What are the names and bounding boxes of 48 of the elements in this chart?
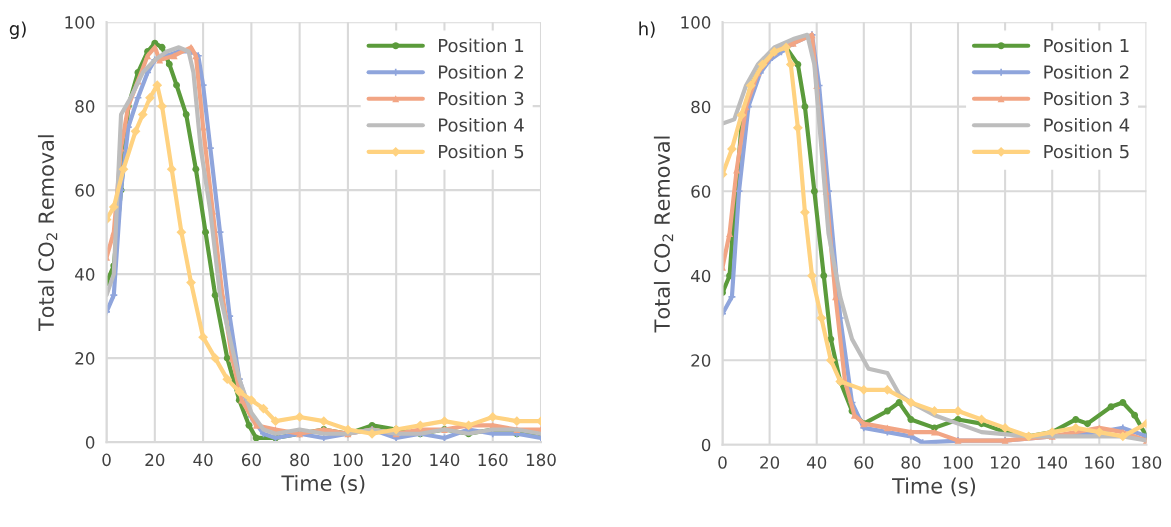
- x-tick-label: 180: [1132, 456, 1162, 469]
- y-tick-label: 0: [85, 436, 95, 449]
- y-tick-label: 20: [691, 354, 711, 367]
- x-tick-label: 60: [854, 456, 874, 469]
- x-axis-title: Time (s): [892, 477, 976, 497]
- legend-label: Position 5: [439, 144, 524, 159]
- x-tick-label: 160: [478, 453, 508, 467]
- x-tick-label: 40: [806, 456, 827, 469]
- x-axis-title: Time (s): [281, 474, 365, 494]
- x-tick-label: 120: [991, 456, 1020, 469]
- x-tick-label: 80: [290, 453, 310, 467]
- x-tick-label: 20: [145, 453, 165, 467]
- x-tick-label: 0: [718, 456, 727, 469]
- chart-title: h): [639, 21, 655, 38]
- y-tick-label: 40: [691, 269, 711, 283]
- x-tick-label: 180: [526, 453, 556, 467]
- y-axis-title: Total CO$_{2}$ Removal: [37, 135, 58, 332]
- x-tick-label: 40: [193, 453, 213, 467]
- legend-label: Position 3: [439, 91, 524, 106]
- x-tick-label: 160: [1085, 456, 1115, 469]
- x-tick-label: 60: [241, 453, 261, 467]
- legend-label: Position 4: [1044, 117, 1130, 132]
- x-tick-label: 80: [901, 456, 921, 469]
- y-axis-title: Total CO$_{2}$ Removal: [653, 136, 674, 333]
- legend-label: Position 5: [1044, 144, 1129, 159]
- y-tick-label: 100: [65, 16, 95, 29]
- y-tick-label: 20: [75, 352, 95, 365]
- legend-label: Position 1: [439, 38, 524, 53]
- legend-label: Position 2: [439, 64, 523, 79]
- x-tick-label: 100: [943, 456, 973, 469]
- y-tick-label: 80: [691, 100, 711, 114]
- y-tick-label: 60: [75, 184, 95, 197]
- legend-label: Position 4: [439, 117, 524, 132]
- legend-label: Position 1: [1044, 38, 1129, 53]
- x-tick-label: 20: [760, 456, 780, 469]
- y-tick-label: 40: [75, 268, 95, 281]
- x-tick-label: 120: [382, 453, 411, 467]
- chart-title: g): [9, 21, 26, 39]
- x-tick-label: 0: [102, 453, 111, 467]
- legend-label: Position 2: [1044, 64, 1129, 79]
- y-tick-label: 0: [701, 438, 711, 452]
- x-tick-label: 100: [333, 453, 363, 467]
- x-tick-label: 140: [430, 453, 460, 467]
- y-tick-label: 60: [691, 185, 711, 198]
- x-tick-label: 140: [1038, 456, 1068, 469]
- y-tick-label: 80: [75, 100, 95, 113]
- legend-label: Position 3: [1044, 91, 1129, 106]
- y-tick-label: 100: [681, 16, 711, 29]
